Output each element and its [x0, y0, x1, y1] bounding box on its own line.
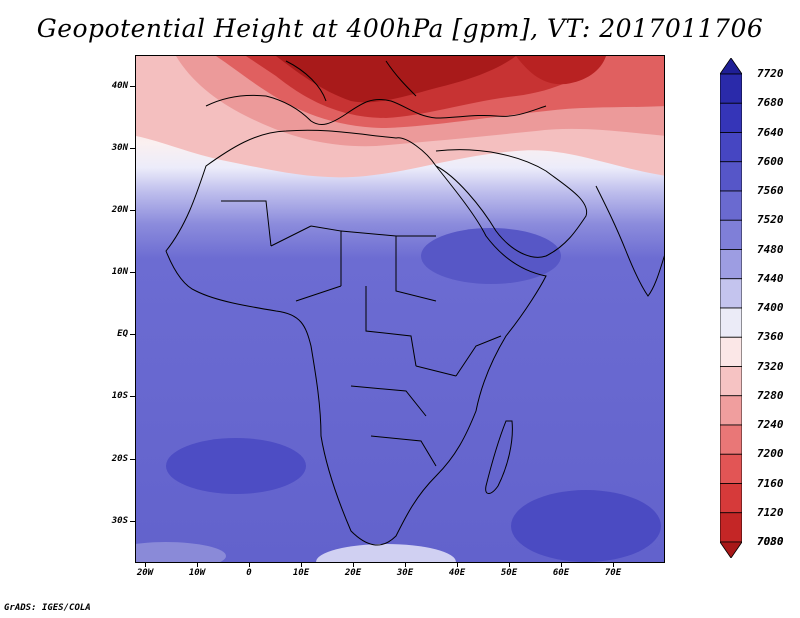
- colorbar-swatch: [720, 249, 742, 280]
- europe-coastline: [285, 60, 417, 102]
- country-borders: [221, 200, 502, 467]
- colorbar-label: 7360: [757, 330, 784, 344]
- colorbar-swatch: [720, 73, 742, 104]
- colorbar-label: 7440: [757, 271, 784, 285]
- x-tick: [561, 563, 562, 567]
- colorbar-label: 7080: [757, 535, 784, 548]
- x-axis-label: 70E: [604, 568, 622, 578]
- colorbar-label: 7680: [757, 96, 784, 110]
- x-axis-label: 50E: [500, 568, 518, 578]
- arabia-coastline: [435, 149, 588, 258]
- colorbar-swatch: [720, 190, 742, 221]
- x-tick: [613, 563, 614, 567]
- y-tick: [130, 210, 135, 211]
- colorbar-label: 7240: [757, 418, 784, 431]
- y-tick: [130, 272, 135, 273]
- x-axis-label: 10E: [292, 568, 310, 578]
- colorbar-swatch: [720, 219, 742, 250]
- x-tick: [301, 563, 302, 567]
- colorbar-label: 7280: [757, 388, 784, 402]
- colorbar-label: 7480: [757, 242, 784, 256]
- map-panel: [135, 55, 665, 563]
- colorbar-swatch: [720, 512, 742, 543]
- colorbar-swatch: [720, 278, 742, 309]
- x-axis-label: 0: [246, 568, 252, 578]
- colorbar-label: 7560: [757, 184, 784, 197]
- colorbar-bottom-arrow: [720, 541, 742, 558]
- coastlines: [165, 60, 664, 546]
- x-tick: [145, 563, 146, 567]
- x-tick: [197, 563, 198, 567]
- colorbar-label: 7520: [757, 213, 784, 227]
- colorbar-swatch: [720, 483, 742, 514]
- height-field-7600-se: [511, 490, 661, 562]
- x-axis-label: 30E: [396, 568, 414, 578]
- colorbar-label: 7200: [757, 447, 784, 461]
- x-axis-label: 20W: [136, 568, 154, 578]
- x-axis-label: 20E: [344, 568, 362, 578]
- colorbar-swatch: [720, 161, 742, 192]
- colorbar-swatch: [720, 366, 742, 397]
- y-axis-label: 40N: [111, 81, 128, 91]
- y-tick: [130, 396, 135, 397]
- x-tick: [353, 563, 354, 567]
- y-axis-label: 10S: [111, 391, 128, 401]
- colorbar-swatch: [720, 307, 742, 338]
- colorbar-swatch: [720, 336, 742, 367]
- y-tick: [130, 334, 135, 335]
- colorbar-label: 7400: [757, 301, 784, 314]
- height-field-7520-sw: [136, 542, 226, 562]
- colorbar-swatch: [720, 132, 742, 163]
- x-axis-label: 40E: [448, 568, 466, 578]
- colorbar-swatch: [720, 424, 742, 455]
- colorbar-label: 7320: [757, 359, 784, 373]
- colorbar-label: 7160: [757, 476, 784, 490]
- colorbar-label: 7640: [757, 125, 784, 139]
- map-title: Geopotential Height at 400hPa [gpm], VT:…: [36, 14, 764, 43]
- y-axis-label: 20S: [111, 454, 128, 464]
- y-axis-label: 30S: [111, 516, 128, 526]
- y-axis-label: 10N: [111, 267, 128, 277]
- india-coastline: [595, 185, 664, 297]
- colorbar-top-arrow: [720, 58, 742, 75]
- colorbar-label: 7120: [757, 505, 784, 519]
- height-field-7030: [276, 56, 516, 103]
- y-tick: [130, 459, 135, 460]
- x-tick: [405, 563, 406, 567]
- colorbar-swatch: [720, 102, 742, 133]
- map-canvas: [136, 56, 664, 562]
- y-axis-label: EQ: [117, 329, 128, 339]
- y-tick: [130, 521, 135, 522]
- colorbar-swatch: [720, 395, 742, 426]
- height-field-7560-horn: [421, 228, 561, 284]
- height-field-7600-sw: [166, 438, 306, 494]
- x-axis-label: 60E: [552, 568, 570, 578]
- madagascar-outline: [485, 420, 513, 494]
- credit-text: GrADS: IGES/COLA: [4, 603, 91, 613]
- x-tick: [249, 563, 250, 567]
- x-tick: [509, 563, 510, 567]
- mediterranean-coastline: [205, 94, 547, 125]
- y-axis-label: 20N: [111, 205, 128, 215]
- colorbar-swatch: [720, 453, 742, 484]
- colorbar-label: 7720: [757, 67, 784, 80]
- y-tick: [130, 86, 135, 87]
- x-tick: [457, 563, 458, 567]
- colorbar-label: 7600: [757, 154, 784, 168]
- africa-coastline: [165, 129, 547, 546]
- y-axis-label: 30N: [111, 143, 128, 153]
- colorbar-label: 7030: [757, 535, 784, 548]
- colorbar: [720, 58, 742, 558]
- height-field-7030-east: [516, 56, 606, 85]
- x-axis-label: 10W: [188, 568, 206, 578]
- height-field-7480-south: [316, 544, 456, 562]
- y-tick: [130, 148, 135, 149]
